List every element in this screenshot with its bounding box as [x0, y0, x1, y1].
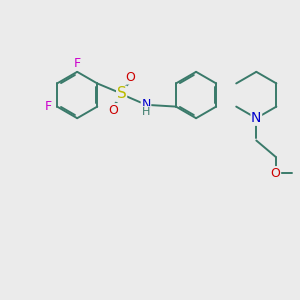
Text: N: N [141, 98, 151, 111]
Text: H: H [142, 107, 150, 117]
Text: S: S [117, 86, 127, 101]
Text: F: F [74, 57, 81, 70]
Text: O: O [271, 167, 281, 180]
Text: O: O [108, 104, 118, 117]
Text: O: O [125, 71, 135, 84]
Text: N: N [251, 111, 262, 125]
Text: F: F [45, 100, 52, 113]
